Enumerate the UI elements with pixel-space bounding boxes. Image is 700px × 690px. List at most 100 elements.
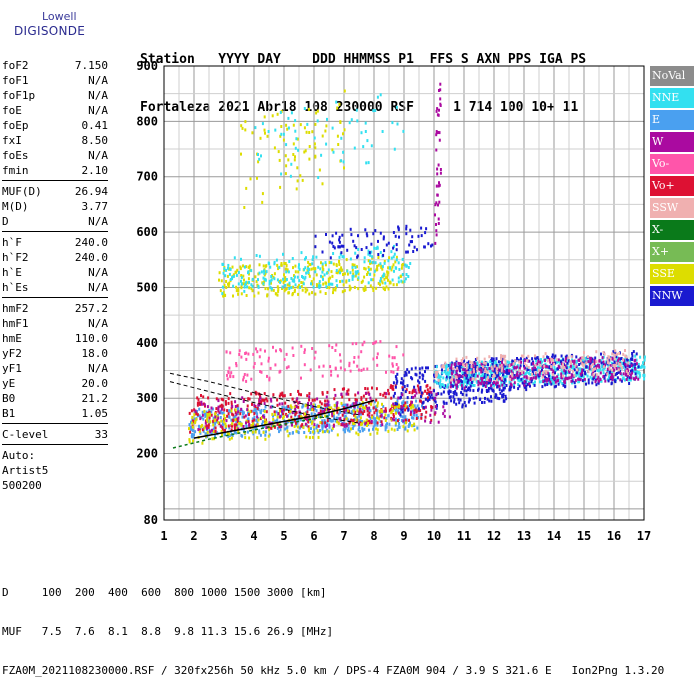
echo-point	[308, 427, 310, 431]
echo-point	[233, 423, 236, 427]
echo-point	[293, 279, 296, 283]
echo-point	[272, 393, 275, 397]
echo-point	[279, 428, 282, 432]
echo-point	[277, 287, 280, 291]
echo-point	[486, 378, 488, 382]
echo-point	[597, 375, 600, 379]
echo-point	[411, 416, 413, 420]
echo-point	[208, 412, 211, 416]
echo-point	[562, 358, 565, 362]
echo-point	[242, 429, 245, 432]
echo-point	[322, 277, 324, 281]
echo-point	[240, 152, 242, 156]
echo-point	[243, 398, 246, 402]
echo-point	[376, 95, 379, 99]
echo-point	[493, 381, 495, 384]
echo-point	[333, 397, 336, 401]
echo-point	[360, 403, 362, 407]
echo-point	[298, 410, 301, 414]
echo-point	[333, 246, 336, 250]
echo-point	[624, 349, 626, 352]
echo-point	[282, 277, 285, 281]
echo-point	[268, 421, 271, 425]
echo-point	[461, 405, 464, 409]
param-divider	[2, 297, 108, 298]
echo-point	[307, 420, 310, 424]
echo-point	[303, 351, 306, 354]
echo-point	[262, 414, 264, 418]
echo-point	[600, 365, 603, 368]
echo-point	[553, 362, 556, 366]
echo-point	[492, 374, 495, 378]
echo-point	[282, 415, 285, 418]
echo-point	[313, 398, 316, 402]
echo-point	[582, 363, 585, 367]
echo-point	[476, 368, 479, 372]
echo-point	[434, 213, 436, 217]
echo-point	[253, 294, 256, 298]
echo-point	[242, 412, 244, 416]
echo-point	[425, 366, 427, 370]
echo-point	[501, 366, 504, 370]
echo-point	[361, 420, 363, 423]
echo-point	[618, 362, 621, 366]
echo-point	[417, 407, 420, 411]
echo-point	[451, 375, 454, 379]
echo-point	[256, 423, 259, 427]
echo-point	[258, 254, 261, 258]
echo-point	[399, 413, 402, 417]
echo-point	[627, 361, 630, 365]
echo-point	[519, 371, 522, 375]
echo-point	[412, 250, 415, 253]
echo-point	[508, 369, 510, 373]
echo-point	[283, 262, 286, 265]
echo-point	[539, 370, 541, 374]
echo-point	[335, 100, 338, 104]
echo-point	[401, 393, 404, 397]
echo-point	[568, 359, 570, 363]
echo-point	[309, 407, 312, 411]
echo-point	[554, 380, 557, 384]
echo-point	[571, 377, 574, 381]
echo-point	[243, 278, 245, 282]
echo-point	[248, 436, 251, 440]
echo-point	[212, 430, 215, 433]
echo-point	[313, 407, 316, 411]
echo-point	[537, 360, 540, 364]
echo-point	[212, 423, 215, 427]
echo-point	[555, 360, 558, 364]
echo-point	[360, 280, 363, 284]
echo-point	[353, 285, 356, 289]
echo-point	[209, 420, 212, 424]
echo-point	[442, 400, 445, 404]
echo-point	[250, 392, 253, 396]
echo-point	[470, 365, 473, 368]
echo-point	[222, 411, 225, 415]
echo-point	[265, 410, 268, 414]
echo-point	[198, 407, 201, 411]
echo-point	[421, 401, 424, 405]
echo-point	[476, 363, 478, 367]
echo-point	[634, 362, 637, 366]
echo-point	[445, 378, 448, 382]
echo-point	[372, 416, 375, 420]
echo-point	[345, 279, 348, 283]
echo-point	[227, 282, 229, 286]
echo-point	[642, 361, 644, 365]
echo-point	[568, 376, 571, 380]
param-value: 26.94	[74, 185, 108, 198]
echo-point	[226, 431, 229, 435]
echo-point	[417, 388, 420, 391]
echo-point	[275, 349, 277, 353]
echo-point	[414, 408, 417, 412]
echo-point	[404, 404, 407, 408]
echo-point	[312, 425, 315, 429]
echo-point	[631, 352, 634, 355]
echo-point	[324, 399, 327, 403]
echo-point	[321, 423, 324, 427]
echo-point	[262, 282, 265, 286]
echo-point	[411, 424, 413, 428]
echo-point	[326, 404, 329, 408]
echo-point	[454, 389, 457, 393]
echo-point	[494, 361, 496, 365]
